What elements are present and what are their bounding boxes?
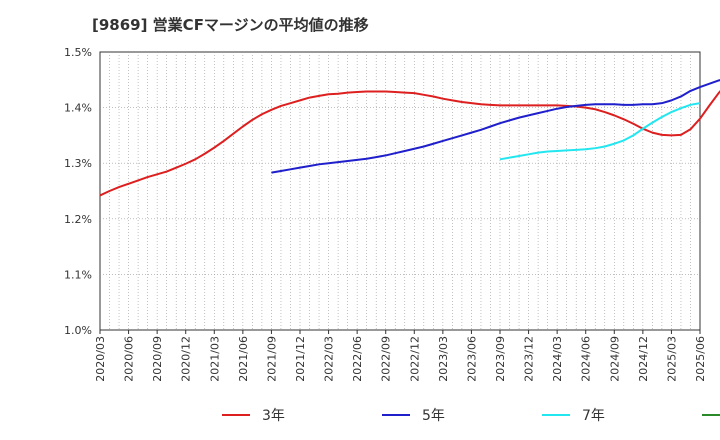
legend-label-5年: 5年 <box>422 408 445 424</box>
x-tick-label: 2021/06 <box>237 336 250 382</box>
x-tick-label: 2021/12 <box>294 336 307 382</box>
chart-title: [9869] 営業CFマージンの平均値の推移 <box>92 16 369 34</box>
y-tick-label: 1.4% <box>64 102 92 115</box>
x-tick-label: 2020/09 <box>151 336 164 382</box>
x-tick-label: 2022/12 <box>408 336 421 382</box>
y-tick-label: 1.0% <box>64 324 92 337</box>
grid <box>100 52 700 330</box>
x-tick-label: 2023/03 <box>437 336 450 382</box>
x-axis-ticks: 2020/03 2020/06 2020/09 2020/12 2021/03 2021/… <box>94 330 707 382</box>
plot-area-frame <box>99 51 701 331</box>
x-tick-label: 2023/06 <box>465 336 478 382</box>
series-lines <box>99 79 720 197</box>
series-line-5年 <box>271 79 720 174</box>
x-tick-label: 2021/03 <box>208 336 221 382</box>
x-tick-label: 2022/09 <box>380 336 393 382</box>
x-tick-label: 2024/06 <box>580 336 593 382</box>
x-tick-label: 2024/12 <box>637 336 650 382</box>
x-tick-label: 2020/06 <box>123 336 136 382</box>
x-tick-label: 2021/09 <box>265 336 278 382</box>
x-tick-label: 2023/09 <box>494 336 507 382</box>
x-tick-label: 2025/03 <box>665 336 678 382</box>
legend-label-7年: 7年 <box>582 408 605 424</box>
x-tick-label: 2023/12 <box>523 336 536 382</box>
series-line-7年 <box>499 102 701 161</box>
y-tick-label: 1.1% <box>64 268 92 281</box>
x-tick-label: 2020/03 <box>94 336 107 382</box>
legend-label-3年: 3年 <box>262 408 285 424</box>
x-tick-label: 2022/03 <box>323 336 336 382</box>
y-tick-label: 1.2% <box>64 213 92 226</box>
y-tick-label: 1.5% <box>64 46 92 59</box>
x-tick-label: 2024/03 <box>551 336 564 382</box>
y-tick-label: 1.3% <box>64 157 92 170</box>
x-tick-label: 2022/06 <box>351 336 364 382</box>
x-tick-label: 2024/09 <box>608 336 621 382</box>
legend: 3年5年7年10年 <box>222 408 720 424</box>
x-tick-label: 2020/12 <box>180 336 193 382</box>
x-tick-label: 2025/06 <box>694 336 707 382</box>
series-line-3年 <box>99 89 720 197</box>
y-axis-ticks: 1.0% 1.1% 1.2% 1.3% 1.4% 1.5% <box>64 46 92 337</box>
